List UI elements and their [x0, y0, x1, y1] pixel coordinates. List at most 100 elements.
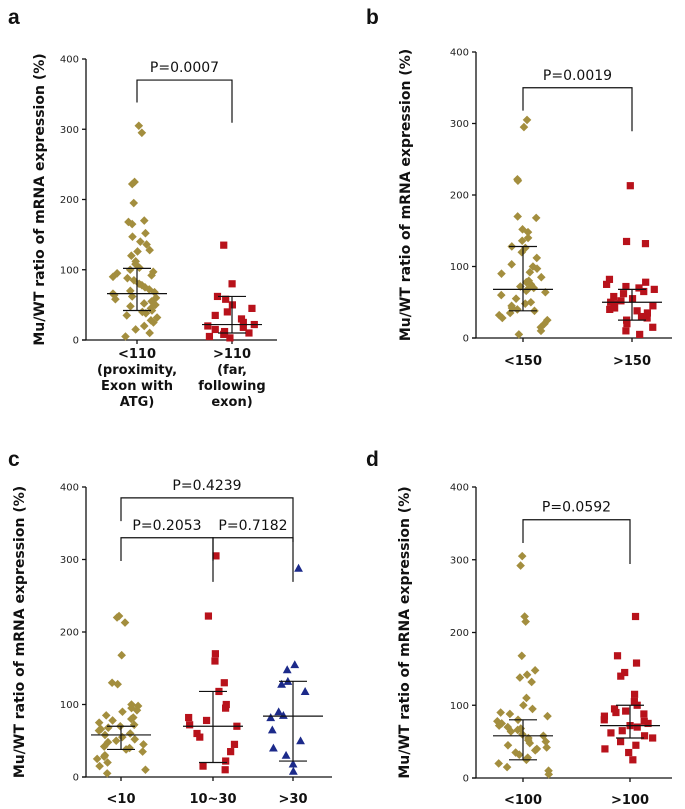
data-point	[135, 263, 144, 272]
data-point	[605, 275, 614, 283]
data-point	[505, 709, 515, 719]
data-point	[211, 650, 219, 658]
data-point	[138, 747, 147, 756]
data-point	[239, 323, 247, 331]
data-point	[126, 714, 136, 724]
p-value-label: P=0.4239	[172, 478, 241, 494]
data-point	[277, 679, 286, 688]
x-tick-label: (far,	[217, 363, 247, 378]
y-tick-label: 400	[450, 48, 469, 59]
y-tick-label: 0	[463, 334, 469, 345]
y-tick-label: 0	[73, 773, 79, 784]
data-point	[185, 713, 193, 722]
data-point	[543, 711, 552, 721]
data-point	[147, 306, 157, 315]
data-point	[288, 759, 298, 768]
significance-bracket	[136, 79, 233, 123]
data-point	[626, 182, 634, 190]
data-point	[511, 294, 521, 303]
data-point	[600, 712, 609, 720]
data-point	[496, 290, 506, 300]
panel-letter: a	[8, 6, 20, 29]
data-point	[138, 307, 147, 317]
y-tick-label: 100	[450, 262, 469, 273]
data-point	[641, 240, 650, 248]
data-point	[519, 122, 529, 132]
data-point	[117, 650, 126, 660]
data-point	[212, 552, 220, 560]
data-point	[147, 271, 156, 280]
data-point	[129, 720, 139, 730]
data-point	[205, 332, 214, 341]
data-point	[649, 323, 657, 331]
data-point	[223, 308, 231, 316]
data-point	[274, 707, 284, 716]
x-tick-label: >150	[613, 354, 651, 369]
data-point	[196, 733, 204, 741]
y-axis-label: Mu/WT ratio of mRNA expression (%)	[397, 486, 413, 778]
data-point	[522, 693, 531, 703]
data-point	[544, 770, 554, 779]
data-point	[95, 761, 104, 771]
y-tick-label: 200	[60, 628, 79, 639]
y-tick-label: 100	[450, 701, 469, 712]
data-point	[606, 305, 614, 313]
y-tick-label: 300	[60, 555, 79, 566]
data-point	[497, 719, 507, 728]
data-point	[610, 300, 618, 308]
data-point	[149, 318, 158, 327]
data-point	[632, 741, 640, 749]
data-point	[632, 659, 641, 667]
data-point	[222, 757, 230, 765]
data-point	[622, 327, 630, 335]
data-point	[530, 746, 540, 755]
data-point	[649, 302, 657, 310]
data-point	[221, 766, 229, 774]
data-point	[101, 711, 111, 720]
data-point	[532, 253, 542, 263]
data-point	[530, 666, 540, 675]
data-point	[108, 272, 118, 282]
data-point	[517, 651, 527, 661]
data-point	[637, 312, 646, 321]
data-point	[123, 273, 132, 283]
data-point	[519, 700, 528, 710]
data-point	[226, 334, 234, 342]
data-point	[139, 299, 149, 308]
data-point	[601, 745, 609, 753]
data-point	[643, 309, 652, 317]
data-point	[541, 287, 550, 297]
data-point	[622, 282, 630, 291]
p-value-label: P=0.2053	[132, 518, 201, 534]
data-point	[517, 247, 527, 257]
data-point	[99, 752, 109, 761]
data-point	[514, 330, 524, 339]
panel-letter: d	[366, 448, 379, 471]
data-point	[497, 269, 506, 278]
data-point	[151, 300, 160, 310]
y-tick-label: 200	[450, 191, 469, 202]
data-point	[102, 769, 112, 778]
data-point	[117, 732, 127, 742]
data-point	[617, 672, 625, 680]
x-tick-label: exon)	[211, 395, 252, 410]
data-point	[222, 295, 230, 303]
significance-bracket	[522, 87, 633, 132]
data-point	[522, 115, 532, 125]
data-point	[621, 668, 629, 677]
data-point	[228, 280, 236, 288]
data-point	[125, 265, 135, 275]
data-point	[127, 703, 136, 713]
data-point	[266, 713, 276, 722]
data-point	[199, 762, 207, 770]
x-tick-label: <110	[118, 347, 156, 362]
data-point	[132, 706, 142, 715]
data-point	[610, 292, 618, 301]
data-point	[211, 657, 219, 665]
data-point	[607, 729, 615, 737]
data-point	[640, 732, 649, 740]
data-point	[513, 176, 523, 185]
data-point	[202, 716, 211, 725]
data-point	[649, 734, 657, 742]
data-point	[122, 311, 132, 320]
